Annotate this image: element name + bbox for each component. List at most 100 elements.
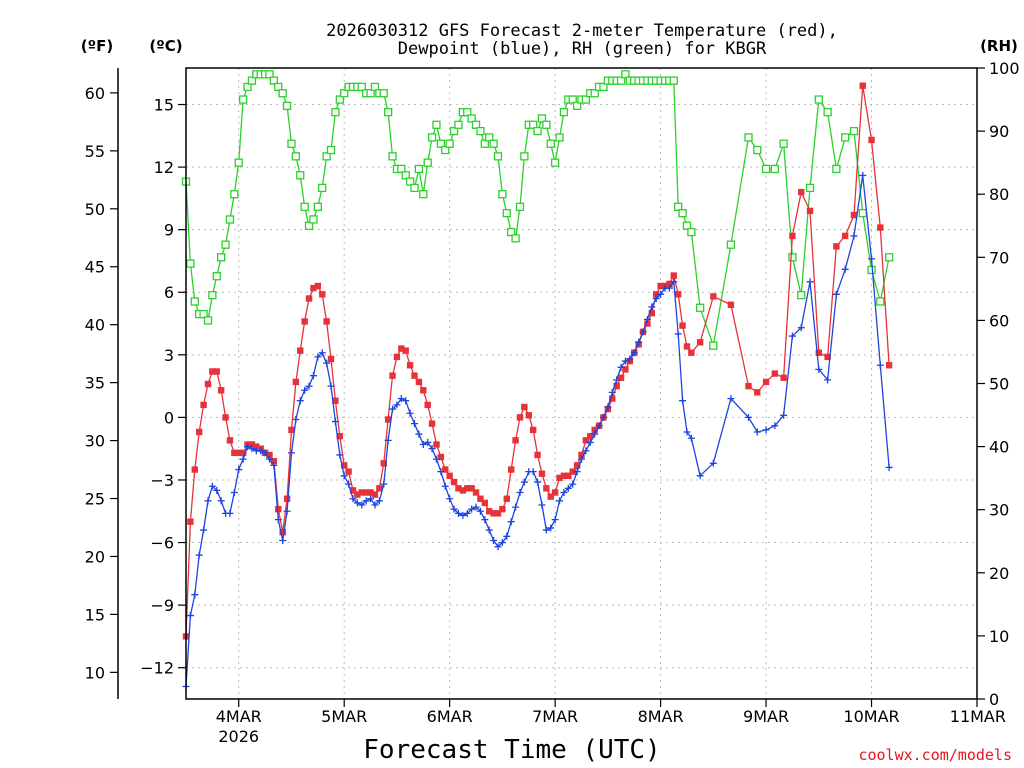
rh-point (212, 272, 221, 281)
time-tick-label: 7MAR (532, 707, 578, 726)
temperature-point (349, 487, 357, 494)
temperature-point (573, 462, 581, 469)
rh-point (520, 152, 529, 161)
rh-point (238, 95, 248, 104)
series-line (185, 73, 890, 349)
dewpoint-point (336, 451, 344, 459)
rh-point (841, 133, 850, 142)
rh-point (309, 215, 318, 224)
dewpoint-point (815, 365, 823, 373)
rh-point (335, 95, 344, 104)
fahrenheit-tick-label: 20 (85, 547, 105, 566)
dewpoint-point (349, 495, 357, 503)
rh-point (744, 133, 753, 142)
dewpoint-point (652, 294, 660, 302)
temperature-point (617, 374, 625, 381)
dewpoint-point (419, 441, 427, 449)
temperature-point (468, 485, 475, 492)
temperature-point (674, 291, 682, 298)
time-tick-label: 5MAR (321, 707, 367, 726)
rh-tick-label: 70 (989, 248, 1009, 267)
rh-point (291, 152, 301, 161)
dewpoint-point (850, 232, 858, 240)
title-line-2: Dewpoint (blue), RH (green) for KBGR (398, 39, 767, 59)
rh-tick-label: 30 (989, 501, 1009, 520)
rh-tick-label: 40 (989, 438, 1009, 457)
dewpoint-point (384, 436, 392, 444)
rh-point (366, 89, 375, 98)
dewpoint-point (287, 449, 295, 457)
temperature-point (516, 414, 524, 421)
rh-point (383, 108, 393, 117)
dewpoint-point (626, 355, 634, 363)
dewpoint-point (617, 363, 625, 371)
temperature-point (657, 282, 664, 290)
rh-point (217, 253, 226, 262)
temperature-point (556, 474, 563, 482)
rh-point (823, 108, 832, 117)
rh-tick-label: 90 (989, 122, 1009, 141)
fahrenheit-tick-label: 45 (85, 258, 105, 277)
rh-point (669, 76, 678, 85)
temperature-point (885, 362, 893, 369)
temperature-point (877, 224, 884, 231)
dewpoint-point (512, 503, 520, 511)
dewpoint-point (301, 386, 309, 394)
rh-point (507, 227, 516, 237)
temperature-point (195, 428, 203, 436)
grid-lines (186, 68, 978, 699)
dewpoint-point (424, 438, 432, 446)
temperature-point (486, 508, 493, 515)
dewpoint-point (841, 265, 849, 273)
time-tick-sublabel: 2026 (218, 727, 259, 746)
dewpoint-point (498, 539, 506, 547)
dewpoint-point (213, 486, 221, 494)
dewpoint-point (490, 536, 498, 544)
temperature-point (442, 466, 449, 473)
temperature-point (789, 232, 796, 240)
dewpoint-point (472, 503, 480, 511)
dewpoint-point (604, 403, 612, 411)
dewpoint-point (595, 422, 603, 430)
temperature-point (582, 437, 590, 444)
temperature-point (534, 451, 541, 459)
dewpoint-point (744, 413, 752, 421)
rh-point (682, 221, 692, 230)
dewpoint-point (674, 330, 682, 338)
rh-point (529, 120, 538, 129)
temperature-point (187, 518, 194, 525)
dewpoint-point (239, 455, 247, 463)
rh-point (568, 95, 577, 104)
temperature-point (239, 449, 247, 457)
rh-point (572, 101, 582, 111)
dewpoint-point (331, 418, 339, 426)
dewpoint-point (235, 466, 243, 474)
dewpoint-point (876, 361, 884, 369)
temperature-point (833, 243, 840, 250)
temperature-point (512, 437, 519, 444)
temperature-point (341, 462, 348, 469)
dewpoint-point (683, 428, 691, 436)
celsius-axis: 15 12 9 6 3 0 −3 −6 −9 −12 (140, 96, 186, 678)
temperature-point (565, 472, 572, 480)
rh-point (559, 108, 569, 117)
rh-point (401, 171, 410, 180)
dewpoint-point (428, 445, 436, 453)
dewpoint-point (520, 478, 528, 486)
rh-point (247, 76, 257, 85)
rh-point (379, 89, 388, 98)
temperature-point (490, 510, 497, 517)
rh-point (674, 202, 683, 211)
temperature-point (538, 470, 546, 477)
celsius-tick-label: −3 (150, 471, 174, 490)
temperature-point (688, 349, 695, 356)
dewpoint-point (296, 397, 304, 405)
temperature-point (859, 82, 866, 89)
celsius-tick-label: 9 (164, 221, 174, 240)
temperature-point (270, 458, 278, 465)
temperature-point (283, 495, 291, 502)
dewpoint-point (630, 349, 638, 357)
temperature-point (301, 318, 308, 325)
rh-point (419, 190, 428, 199)
rh-point (678, 208, 687, 218)
